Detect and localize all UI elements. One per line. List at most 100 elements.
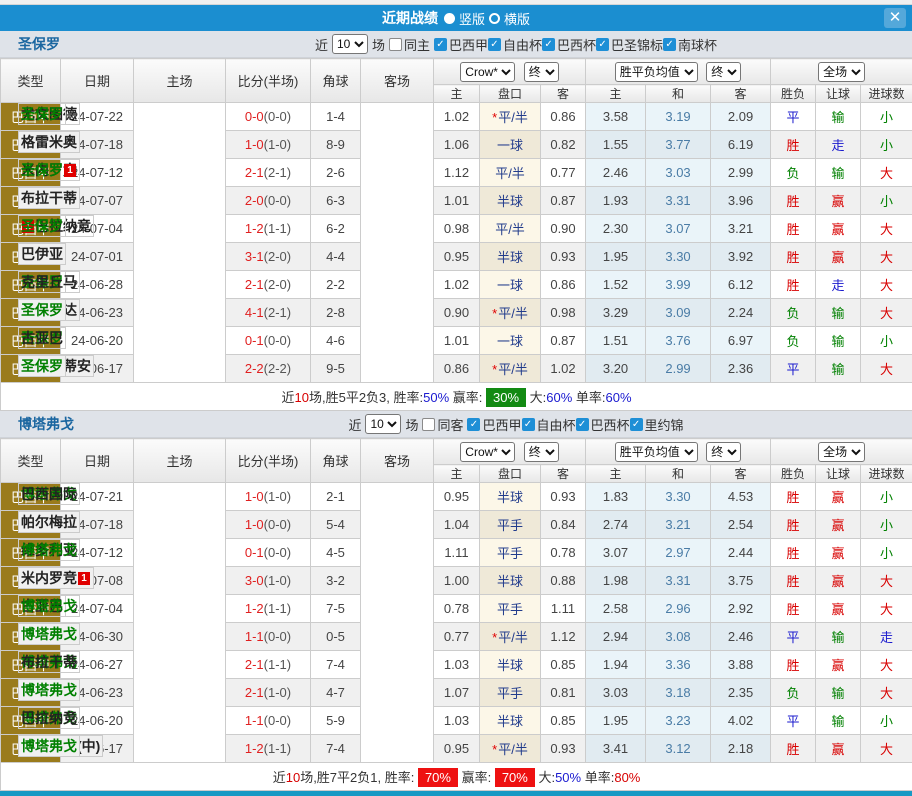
match-row: 巴西甲24-07-041巴拉纳竞1-2(1-1)6-2圣保罗0.98平/半0.9… xyxy=(1,215,912,243)
avg-type-select[interactable]: 胜平负均值 xyxy=(615,62,698,82)
score-cell: 1-0(1-0) xyxy=(226,131,311,159)
corner-cell: 5-4 xyxy=(311,511,361,539)
avg-final-select[interactable]: 终 xyxy=(706,62,741,82)
league-label: 自由杯 xyxy=(537,415,576,434)
halftime-score: (2-1) xyxy=(264,165,291,180)
handicap-result-cell: 输 xyxy=(816,679,861,707)
radio-selected-icon[interactable] xyxy=(444,13,455,24)
checkbox-checked-icon: ✓ xyxy=(630,418,643,431)
result-cell: 负 xyxy=(771,159,816,187)
odds-final-select[interactable]: 终 xyxy=(524,442,559,462)
handicap-name: 一球 xyxy=(497,334,523,349)
avg-draw-cell: 3.07 xyxy=(646,215,711,243)
halftime-score: (0-0) xyxy=(264,109,291,124)
handicap-cell: *平/半 xyxy=(480,623,541,651)
summary-part: 60% xyxy=(546,390,572,405)
scope-select[interactable]: 全场 xyxy=(818,442,865,462)
league-checkbox[interactable]: ✓巴圣锦标 xyxy=(596,35,663,54)
halftime-score: (0-0) xyxy=(264,333,291,348)
home-odds-cell: 0.86 xyxy=(434,355,480,383)
handicap-result-cell: 输 xyxy=(816,355,861,383)
goals-result-cell: 小 xyxy=(861,539,912,567)
summary-part: 10 xyxy=(286,770,300,785)
team-name-text: 格雷米奥 xyxy=(21,134,77,150)
team-name: 圣保罗 xyxy=(18,34,60,54)
games-label: 场 xyxy=(405,415,418,434)
away-team-cell: 圣保罗 xyxy=(18,355,66,377)
result-cell: 胜 xyxy=(771,735,816,763)
away-team-cell: 巴拉纳竞 xyxy=(18,707,80,729)
checkbox-checked-icon: ✓ xyxy=(663,38,676,51)
goals-result-cell: 大 xyxy=(861,355,912,383)
away-odds-cell: 0.81 xyxy=(541,679,586,707)
handicap-result-cell: 输 xyxy=(816,159,861,187)
radio-vertical-label[interactable]: 竖版 xyxy=(459,9,485,28)
league-checkbox[interactable]: ✓自由杯 xyxy=(522,415,576,434)
handicap-name: 平/半 xyxy=(498,742,528,757)
goals-result-cell: 大 xyxy=(861,651,912,679)
score-cell: 1-2(1-1) xyxy=(226,595,311,623)
odds-company-select[interactable]: Crow* xyxy=(460,62,515,82)
league-checkbox[interactable]: ✓自由杯 xyxy=(488,35,542,54)
result-cell: 胜 xyxy=(771,595,816,623)
league-checkbox[interactable]: ✓里约锦 xyxy=(630,415,684,434)
handicap-result-cell: 输 xyxy=(816,299,861,327)
avg-draw-cell: 3.31 xyxy=(646,187,711,215)
col-header-corner: 角球 xyxy=(311,59,361,103)
league-checkbox[interactable]: ✓巴西甲 xyxy=(467,415,521,434)
sub-header-odds-home: 主 xyxy=(434,465,480,483)
close-button[interactable]: ✕ xyxy=(884,8,906,28)
avg-final-select[interactable]: 终 xyxy=(706,442,741,462)
fulltime-score: 2-2 xyxy=(245,361,264,376)
radio-horizontal-label[interactable]: 横版 xyxy=(504,9,530,28)
odds-final-select[interactable]: 终 xyxy=(524,62,559,82)
rank-1-badge: 1 xyxy=(64,164,76,177)
match-row: 巴西甲24-06-27博塔弗戈2-1(1-1)7-4布拉干蒂1.03半球0.85… xyxy=(1,651,912,679)
avg-home-cell: 1.51 xyxy=(586,327,646,355)
fulltime-score: 2-0 xyxy=(245,193,264,208)
away-team-cell: 巴伊亚 xyxy=(18,243,66,265)
same-side-checkbox[interactable]: 同客 xyxy=(422,415,463,434)
match-row: 巴西甲24-06-171科林蒂安2-2(2-2)9-5圣保罗0.86*平/半1.… xyxy=(1,355,912,383)
league-checkbox[interactable]: ✓南球杯 xyxy=(663,35,717,54)
same-side-checkbox[interactable]: 同主 xyxy=(389,35,430,54)
avg-draw-cell: 3.21 xyxy=(646,511,711,539)
checkbox-checked-icon: ✓ xyxy=(467,418,480,431)
score-cell: 2-1(1-1) xyxy=(226,651,311,679)
away-odds-cell: 1.11 xyxy=(541,595,586,623)
recent-count-select[interactable]: 10 xyxy=(332,34,368,54)
avg-draw-cell: 3.30 xyxy=(646,483,711,511)
handicap-result-cell: 走 xyxy=(816,131,861,159)
avg-home-cell: 1.93 xyxy=(586,187,646,215)
corner-cell: 2-8 xyxy=(311,299,361,327)
corner-cell: 6-2 xyxy=(311,215,361,243)
halftime-score: (0-0) xyxy=(264,193,291,208)
halftime-score: (0-0) xyxy=(264,713,291,728)
summary-part: 60% xyxy=(606,390,632,405)
col-header-away: 客场 xyxy=(361,59,434,103)
corner-cell: 4-7 xyxy=(311,679,361,707)
away-odds-cell: 0.84 xyxy=(541,511,586,539)
radio-unselected-icon[interactable] xyxy=(489,13,500,24)
checkbox-checked-icon: ✓ xyxy=(596,38,609,51)
star-mark: * xyxy=(492,742,497,757)
league-checkbox[interactable]: ✓巴西杯 xyxy=(542,35,596,54)
team-name-text: 圣保罗 xyxy=(21,162,63,178)
recent-count-select[interactable]: 10 xyxy=(365,414,401,434)
score-cell: 0-0(0-0) xyxy=(226,103,311,131)
league-checkbox[interactable]: ✓巴西杯 xyxy=(576,415,630,434)
fulltime-score: 1-0 xyxy=(245,517,264,532)
sub-header-handicap-result: 让球 xyxy=(816,465,861,483)
avg-draw-cell: 3.23 xyxy=(646,707,711,735)
match-row: 巴西甲24-07-07圣保罗2-0(0-0)6-3布拉干蒂1.01半球0.871… xyxy=(1,187,912,215)
team-section: 圣保罗 近 10 场 同主 ✓巴西甲✓自由杯✓巴西杯✓巴圣锦标✓南球杯 xyxy=(0,31,912,411)
away-team-cell: 布拉干蒂 xyxy=(18,187,80,209)
goals-result-cell: 走 xyxy=(861,623,912,651)
scope-select[interactable]: 全场 xyxy=(818,62,865,82)
goals-result-cell: 小 xyxy=(861,187,912,215)
odds-company-select[interactable]: Crow* xyxy=(460,442,515,462)
handicap-cell: *平/半 xyxy=(480,299,541,327)
league-checkbox[interactable]: ✓巴西甲 xyxy=(434,35,488,54)
date-cell: 24-07-01 xyxy=(61,243,134,271)
avg-type-select[interactable]: 胜平负均值 xyxy=(615,442,698,462)
